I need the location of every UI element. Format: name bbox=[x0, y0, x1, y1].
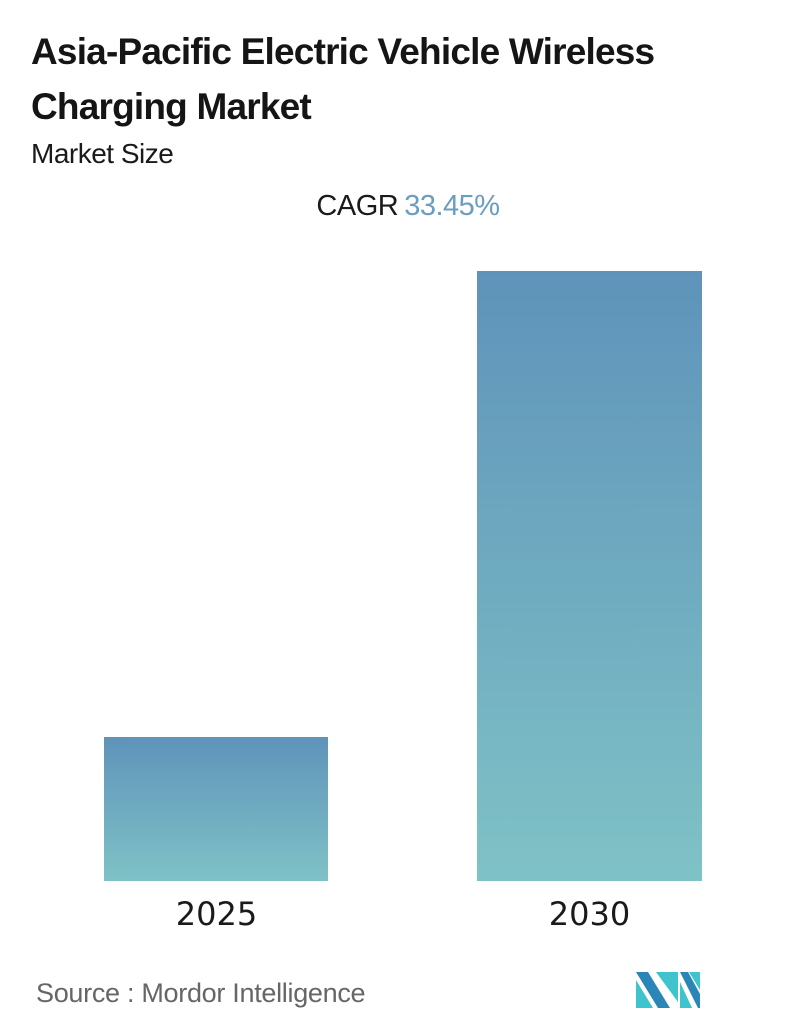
cagr-value: 33.45% bbox=[404, 190, 500, 222]
cagr-label: CAGR bbox=[316, 190, 399, 222]
chart-title: Asia-Pacific Electric Vehicle Wireless C… bbox=[31, 31, 655, 127]
x-label-2030: 2030 bbox=[548, 895, 631, 933]
mordor-intelligence-logo-icon bbox=[636, 972, 700, 1008]
source-text: Source : Mordor Intelligence bbox=[36, 978, 366, 1008]
chart-subtitle: Market Size bbox=[31, 138, 174, 169]
x-label-2025: 2025 bbox=[175, 895, 258, 933]
bar-2025 bbox=[104, 737, 328, 881]
cagr-annotation: CAGR 33.45% bbox=[0, 190, 796, 223]
bar-2030 bbox=[477, 271, 702, 881]
